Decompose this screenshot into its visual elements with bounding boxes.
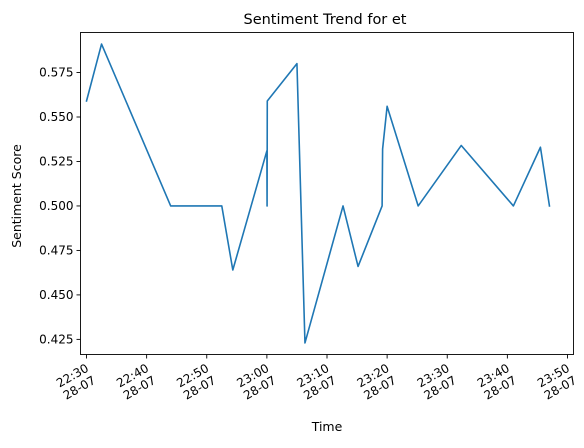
plot-frame [80,32,574,355]
series-layer [85,43,551,344]
chart-title: Sentiment Trend for et [243,12,406,28]
y-axis-label: Sentiment Score [9,144,24,248]
y-axis-ticks: 0.425 0.450 0.475 0.500 0.525 0.550 0.575 [39,66,81,346]
x-axis-label: Time [311,419,343,434]
y-tick-label: 0.475 [39,243,73,257]
y-tick-label: 0.425 [39,332,73,346]
y-tick-label: 0.525 [39,154,73,168]
y-tick-label: 0.575 [39,66,73,80]
series-line [85,43,551,344]
y-tick-label: 0.500 [39,199,73,213]
y-tick-label: 0.550 [39,110,73,124]
y-tick-label: 0.450 [39,288,73,302]
